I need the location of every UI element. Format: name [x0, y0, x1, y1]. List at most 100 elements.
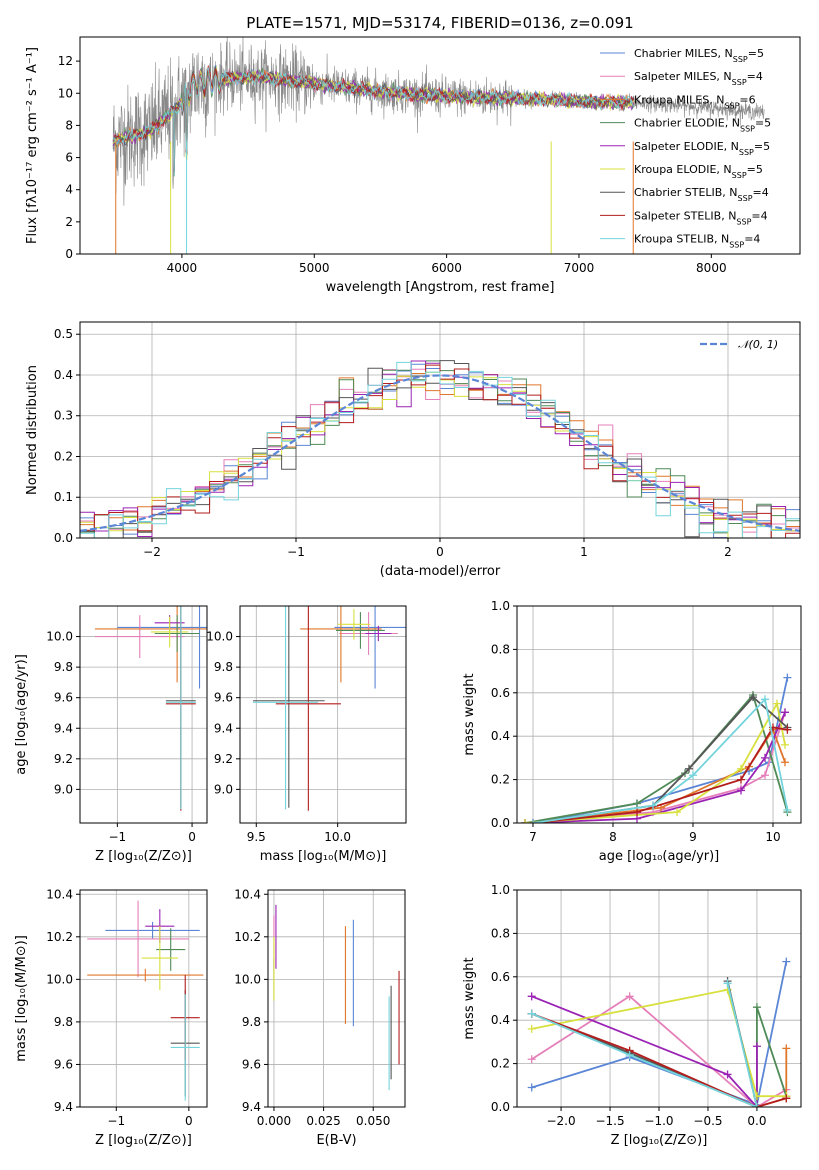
axes-frame — [516, 605, 802, 824]
y-tick-label: 1.0 — [491, 883, 510, 897]
weight-marker — [783, 725, 792, 734]
x-tick-label: 10 — [765, 830, 780, 844]
y-tick-label: 0.4 — [54, 368, 73, 382]
weight-marker — [723, 979, 732, 988]
legend-sub: SSP — [736, 217, 751, 226]
y-tick-label: 10.4 — [46, 887, 73, 901]
weight-marker — [529, 819, 537, 823]
y-tick-label: 10.0 — [206, 630, 233, 644]
x-tick-label: 10.0 — [324, 830, 351, 844]
weight-marker — [521, 819, 529, 823]
weight-marker — [527, 992, 536, 1001]
weight-marker — [689, 771, 697, 780]
y-tick-label: 9.6 — [54, 1057, 73, 1071]
legend-label: Chabrier ELODIE, NSSP=5 — [634, 117, 771, 134]
x-tick-label: 0.025 — [306, 1114, 340, 1128]
weight-marker — [752, 1042, 761, 1051]
y-tick-label: 10.0 — [46, 972, 73, 986]
weight-line — [531, 995, 758, 1107]
x-tick-label: −1.0 — [644, 1114, 673, 1128]
y-tick-label: 9.4 — [54, 1100, 73, 1114]
mass_vs_Z-errorbars — [87, 900, 204, 1101]
legend-label: Kroupa ELODIE, NSSP=5 — [634, 163, 763, 180]
weight-line — [531, 995, 787, 1107]
axes-frame — [516, 889, 802, 1108]
x-axis-label: mass [log₁₀(M/M⊙)] — [260, 849, 387, 864]
weight-marker — [783, 673, 792, 682]
x-tick-label: 0 — [185, 1114, 193, 1128]
axes-frame — [79, 321, 801, 539]
x-tick-label: 7 — [529, 830, 537, 844]
weight-marker — [633, 808, 641, 817]
legend-sub: SSP — [724, 101, 739, 110]
x-tick-label: −1 — [107, 1114, 125, 1128]
axes-frame — [79, 605, 208, 824]
weight-marker — [781, 758, 789, 767]
x-tick-label: 0.000 — [257, 1114, 291, 1128]
y-tick-label: 12 — [58, 54, 73, 68]
weight_vs_age-lines — [521, 673, 792, 823]
y-tick-label: 0.2 — [491, 1057, 510, 1071]
y-tick-label: 0.0 — [491, 816, 510, 830]
y-tick-label: 1.0 — [491, 599, 510, 613]
x-tick-label: −2.0 — [546, 1114, 575, 1128]
weight-marker — [723, 1070, 732, 1079]
y-tick-label: 9.0 — [54, 782, 73, 796]
y-tick-label: 9.0 — [214, 782, 233, 796]
y-axis-label: age [log₁₀(age/yr)] — [14, 654, 29, 775]
weight-marker — [527, 1055, 536, 1064]
x-axis-label: Z [log₁₀(Z/Z⊙)] — [611, 1133, 708, 1148]
y-tick-label: 8 — [65, 118, 73, 132]
y-tick-label: 4 — [65, 183, 73, 197]
age_vs_mass-errorbars — [253, 606, 406, 811]
legend-count: =6 — [739, 93, 755, 106]
legend-sub: SSP — [733, 55, 748, 64]
x-axis-label: E(B-V) — [316, 1133, 356, 1148]
y-tick-label: 10.2 — [234, 930, 261, 944]
x-axis-label: Z [log₁₀(Z/Z⊙)] — [95, 849, 192, 864]
y-tick-label: 0.4 — [491, 1013, 510, 1027]
axes-frame — [267, 889, 406, 1108]
legend-label: 𝒩(0, 1) — [738, 338, 778, 351]
weight-marker — [752, 1003, 761, 1012]
weight-marker — [761, 753, 769, 762]
age_vs_Z-errorbars — [94, 606, 207, 811]
axes-frame — [79, 36, 801, 255]
legend-label: Salpeter STELIB, NSSP=4 — [634, 209, 768, 226]
weight-marker — [527, 1009, 536, 1018]
legend-label: Salpeter MILES, NSSP=4 — [634, 70, 763, 87]
x-axis-label: Z [log₁₀(Z/Z⊙)] — [95, 1133, 192, 1148]
x-tick-label: 9.5 — [247, 830, 266, 844]
weight-marker — [527, 1083, 536, 1092]
y-tick-label: 9.8 — [54, 1015, 73, 1029]
x-tick-label: 4000 — [167, 261, 198, 275]
y-tick-label: 0.6 — [491, 970, 510, 984]
y-tick-label: 9.6 — [242, 1057, 261, 1071]
x-tick-label: 0 — [436, 545, 444, 559]
y-tick-label: 9.2 — [214, 752, 233, 766]
y-tick-label: 9.6 — [214, 691, 233, 705]
legend-sub: SSP — [732, 171, 747, 180]
legend-count: =5 — [747, 163, 763, 176]
weight-marker — [749, 693, 757, 702]
weight-marker — [649, 801, 657, 810]
weight-marker — [737, 764, 745, 773]
y-axis-label: mass weight — [462, 673, 477, 755]
weight-marker — [782, 1094, 791, 1103]
y-tick-label: 0.4 — [491, 729, 510, 743]
weight_vs_Z-lines — [527, 957, 791, 1107]
y-axis-label: mass weight — [462, 957, 477, 1039]
y-tick-label: 0.6 — [491, 686, 510, 700]
x-tick-label: 8000 — [696, 261, 727, 275]
y-tick-label: 9.4 — [54, 721, 73, 735]
x-axis-label: wavelength [Angstrom, rest frame] — [326, 280, 555, 295]
x-tick-label: 7000 — [564, 261, 595, 275]
weight-marker — [761, 771, 769, 780]
x-tick-label: 8 — [609, 830, 617, 844]
y-tick-label: 10.4 — [234, 887, 261, 901]
x-tick-label: 1 — [580, 545, 588, 559]
chart-title: PLATE=1571, MJD=53174, FIBERID=0136, z=0… — [246, 14, 633, 32]
y-tick-label: 9.6 — [54, 691, 73, 705]
weight-line — [531, 983, 758, 1107]
y-tick-label: 9.4 — [214, 721, 233, 735]
